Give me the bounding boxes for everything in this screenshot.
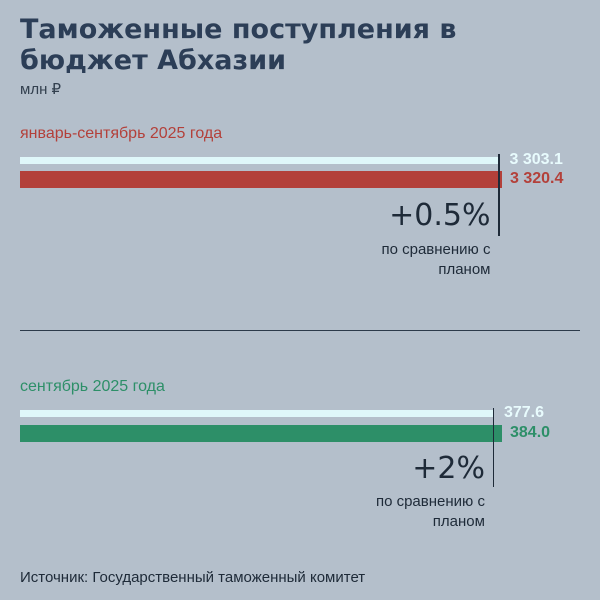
value-label-actual-ytd: 3 320.4	[510, 170, 564, 187]
section-label-month: сентябрь 2025 года	[20, 378, 165, 395]
percent-change-month: +2%	[412, 451, 485, 486]
chart-title: Таможенные поступления в бюджет Абхазии	[20, 14, 457, 76]
bar-actual-ytd	[20, 171, 502, 188]
bar-plan-month	[20, 410, 494, 417]
value-label-plan-month: 377.6	[503, 404, 544, 421]
plan-marker-line-month	[492, 408, 495, 487]
unit-label: млн ₽	[20, 81, 62, 98]
bar-plan-ytd	[20, 157, 500, 164]
section-label-ytd: январь-сентябрь 2025 года	[20, 125, 223, 142]
percent-change-ytd: +0.5%	[389, 198, 491, 233]
comparison-note-month: по сравнению с планом	[375, 493, 485, 530]
value-label-actual-month: 384.0	[510, 424, 551, 441]
section-divider	[20, 330, 580, 331]
plan-marker-line-ytd	[498, 154, 500, 236]
value-label-plan-ytd: 3 303.1	[509, 151, 563, 168]
source-note: Источник: Государственный таможенный ком…	[20, 569, 366, 586]
bar-actual-month	[20, 425, 502, 442]
comparison-note-ytd: по сравнению с планом	[381, 241, 491, 278]
